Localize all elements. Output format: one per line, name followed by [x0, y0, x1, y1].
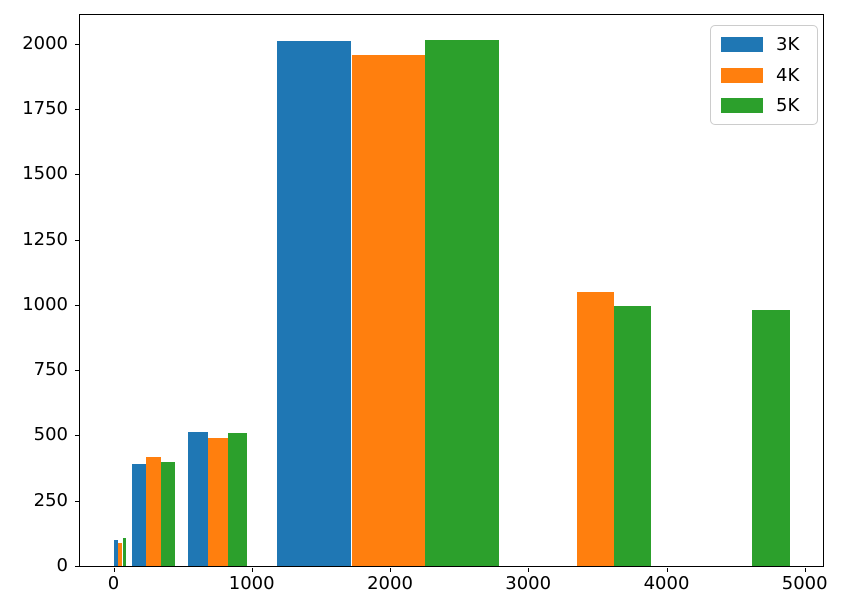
y-tick-label: 1750 — [22, 98, 68, 119]
y-tick — [75, 435, 79, 437]
bar-5k — [228, 432, 248, 566]
bar-5k — [614, 306, 651, 566]
y-tick-label: 250 — [33, 489, 68, 511]
bar-4k — [351, 55, 426, 566]
bar-5k — [122, 537, 127, 566]
y-tick — [75, 239, 79, 241]
bar-5k — [160, 461, 175, 566]
bar-3k — [277, 41, 352, 566]
y-tick-label: 0 — [56, 555, 68, 576]
bar-4k — [146, 457, 161, 566]
y-tick-label: 1000 — [22, 293, 68, 315]
legend-label-5k: 5K — [776, 95, 800, 116]
y-tick-label: 2000 — [22, 32, 68, 54]
bar-3k — [114, 540, 118, 566]
y-tick-label: 1250 — [22, 228, 68, 250]
legend-label-3k: 3K — [776, 34, 800, 55]
y-tick — [75, 109, 79, 110]
bar-5k — [752, 310, 791, 566]
x-tick — [528, 568, 530, 572]
y-tick — [75, 43, 79, 45]
y-tick — [75, 500, 79, 502]
x-tick-label: 3000 — [505, 573, 552, 594]
legend: 3K 4K 5K — [710, 25, 818, 125]
x-tick-label: 5000 — [781, 573, 828, 594]
plot-area: 0 1000 2000 3000 4000 5000 0 250 500 750 1000 1250 1… — [22, 14, 828, 594]
legend-row: 4K — [721, 64, 807, 87]
y-tick — [75, 304, 79, 306]
x-tick-label: 0 — [107, 573, 120, 594]
x-tick-label: 1000 — [228, 573, 275, 594]
legend-swatch-3k — [721, 37, 763, 52]
legend-label-4k: 4K — [776, 64, 800, 86]
y-tick — [75, 174, 79, 176]
legend-swatch-5k — [721, 98, 763, 113]
y-tick — [75, 566, 79, 567]
x-tick — [251, 568, 253, 572]
legend-swatch-4k — [721, 67, 763, 83]
bar-4k — [118, 542, 123, 566]
bar-4k — [576, 292, 615, 566]
bar-4k — [208, 438, 229, 566]
x-tick — [113, 568, 115, 572]
bar-5k — [425, 39, 500, 566]
y-tick — [75, 370, 79, 372]
legend-row: 5K — [721, 94, 807, 117]
legend-row: 3K — [721, 33, 807, 56]
x-tick — [666, 568, 668, 572]
x-tick — [390, 568, 391, 572]
y-tick-label: 750 — [33, 359, 68, 381]
x-tick — [804, 568, 806, 572]
plot-canvas: 0 1000 2000 3000 4000 5000 0 250 500 750 1000 1250 1… — [22, 15, 827, 593]
x-tick-label: 2000 — [367, 573, 413, 594]
y-tick-label: 500 — [33, 424, 68, 446]
bar-3k — [132, 463, 147, 566]
bar-3k — [188, 432, 209, 566]
x-tick-label: 4000 — [643, 573, 690, 594]
y-tick-label: 1500 — [22, 163, 68, 185]
